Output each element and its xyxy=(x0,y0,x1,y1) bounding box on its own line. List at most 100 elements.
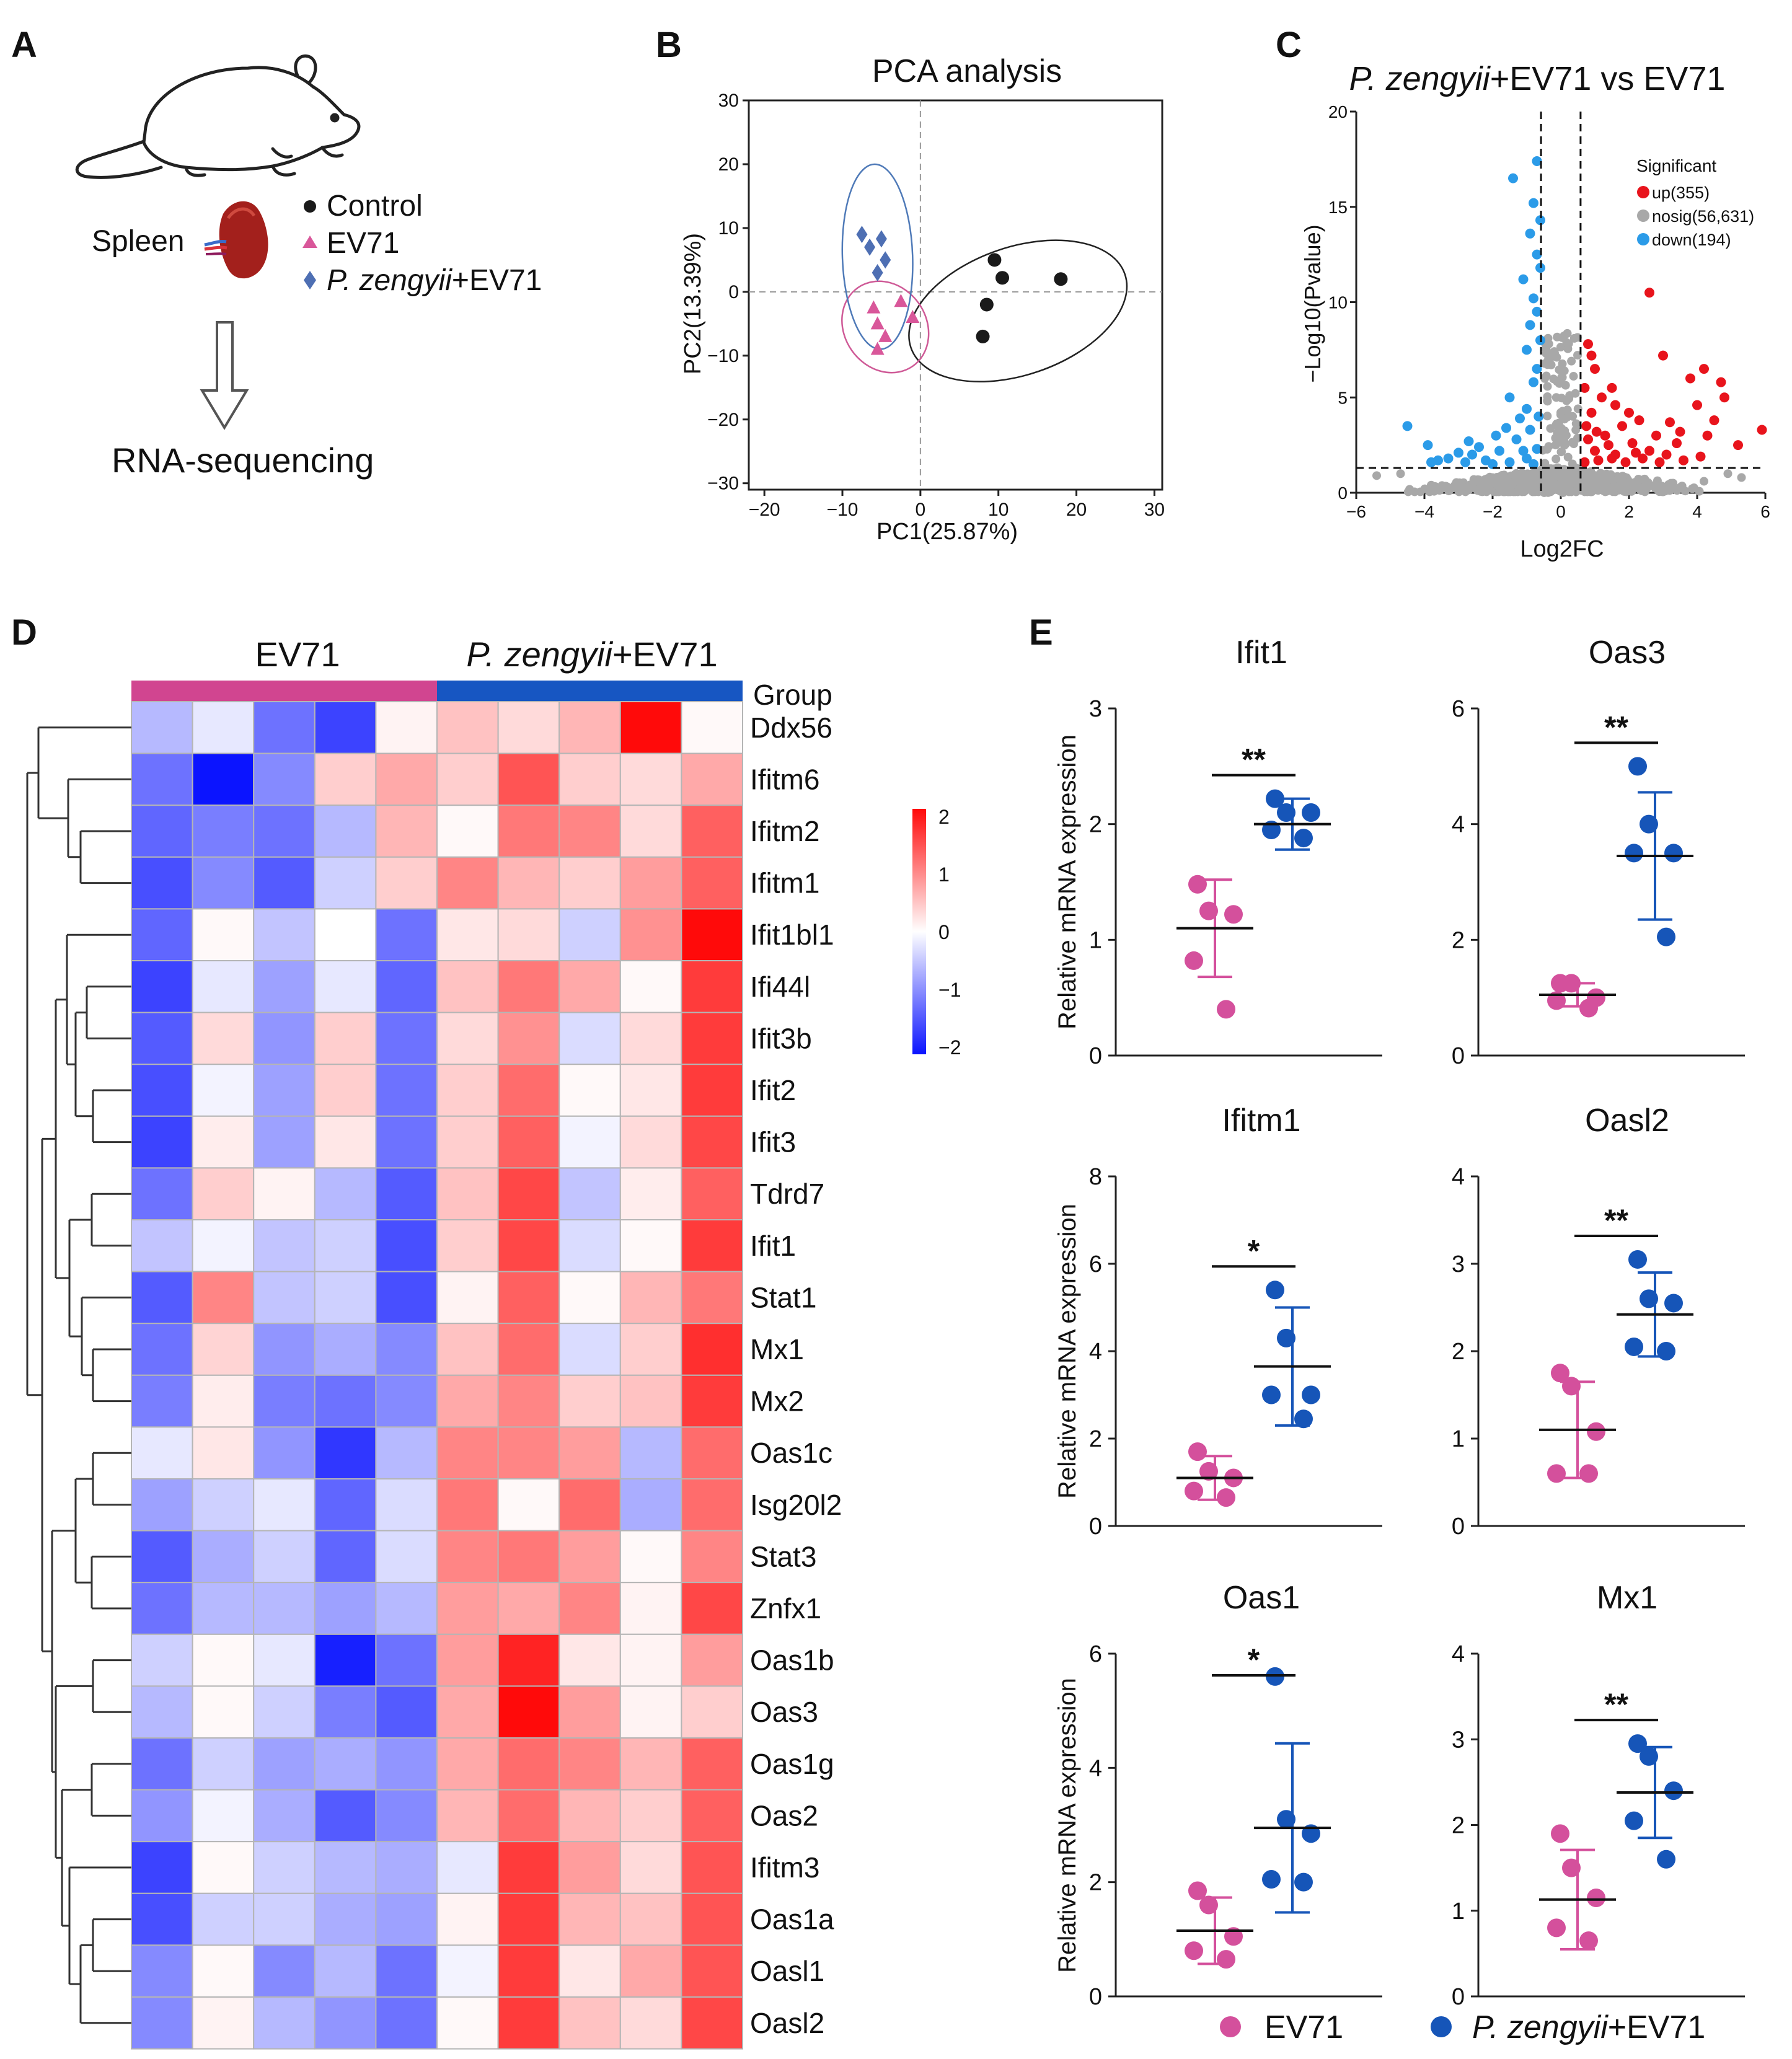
colorbar-tick-label: −2 xyxy=(938,1036,961,1059)
dot-plot-point-ev71 xyxy=(1224,905,1243,924)
heatmap-cell xyxy=(497,1323,560,1376)
heatmap-cell xyxy=(681,1064,744,1117)
volcano-nosig-point xyxy=(1557,424,1566,433)
heatmap-cell xyxy=(436,856,499,910)
volcano-up-point xyxy=(1610,400,1620,410)
pca-point-pz xyxy=(875,230,887,248)
heatmap-cell xyxy=(314,1167,377,1221)
pca-title: PCA analysis xyxy=(872,53,1062,89)
volcano-nosig-point xyxy=(1571,425,1581,434)
heatmap-cell xyxy=(131,1841,193,1894)
volcano-down-point xyxy=(1532,306,1542,317)
dot-plot-point-ev71 xyxy=(1579,1931,1598,1951)
heatmap-cell xyxy=(436,1219,499,1272)
heatmap-cell xyxy=(131,1478,193,1532)
heatmap-cell xyxy=(436,908,499,962)
dot-plot-point-pz xyxy=(1640,1289,1658,1308)
dot-plot-ytick-label: 3 xyxy=(1089,696,1102,722)
heatmap-cell xyxy=(131,1374,193,1428)
heatmap-cell xyxy=(497,1944,560,1998)
volcano-nosig-point xyxy=(1513,487,1522,496)
heatmap-cell xyxy=(619,1478,682,1532)
heatmap-cell xyxy=(253,1789,316,1843)
volcano-up-point xyxy=(1597,392,1607,403)
heatmap-cell xyxy=(314,1064,377,1117)
volcano-nosig-point xyxy=(1552,353,1561,362)
heatmap-gene-label: Ifi44l xyxy=(750,971,810,1003)
heatmap-gene-label: Ddx56 xyxy=(750,712,832,744)
volcano-down-point xyxy=(1532,156,1542,166)
pca-point-ev71 xyxy=(870,316,885,330)
volcano-xlabel: Log2FC xyxy=(1520,536,1604,562)
heatmap-cell xyxy=(558,1012,621,1065)
heatmap-cell xyxy=(619,1633,682,1687)
heatmap-cell xyxy=(619,1323,682,1376)
heatmap-cell xyxy=(314,1996,377,2050)
dot-plot-point-pz xyxy=(1640,1747,1658,1766)
heatmap-cell xyxy=(436,1530,499,1584)
heatmap-cell xyxy=(192,856,255,910)
heatmap-cell xyxy=(192,960,255,1013)
heatmap-cell xyxy=(253,1012,316,1065)
heatmap-cell xyxy=(314,1944,377,1998)
volcano-nosig-point xyxy=(1480,476,1489,485)
volcano-up-point xyxy=(1593,455,1604,465)
volcano-nosig-point xyxy=(1589,474,1599,483)
volcano-nosig-point xyxy=(1638,485,1648,495)
dot-plot-point-pz xyxy=(1657,1342,1675,1360)
heatmap-cell xyxy=(558,1633,621,1687)
dot-plot-point-ev71 xyxy=(1185,1481,1203,1501)
heatmap-cell xyxy=(192,1841,255,1894)
volcano-nosig-point xyxy=(1540,459,1550,468)
heatmap-cell xyxy=(436,701,499,754)
legend-pz-label-italic: P. zengyii xyxy=(1472,2009,1609,2045)
heatmap-cell xyxy=(681,1374,744,1428)
heatmap-cell xyxy=(558,1374,621,1428)
heatmap-cell xyxy=(436,1685,499,1739)
heatmap-cell xyxy=(253,1064,316,1117)
volcano-nosig-point xyxy=(1494,478,1503,488)
heatmap-cell xyxy=(681,1944,744,1998)
volcano-nosig-point xyxy=(1544,355,1553,364)
panel-a: A Spleen Control EV71 P. zengyii+EV71 xyxy=(11,25,542,480)
pca-xtick-label: 20 xyxy=(1066,500,1087,520)
heatmap-cell xyxy=(436,1064,499,1117)
volcano-nosig-point xyxy=(1560,434,1569,444)
dot-plot-point-ev71 xyxy=(1562,974,1581,993)
heatmap-cell xyxy=(436,960,499,1013)
volcano-xtick-label: 4 xyxy=(1692,502,1702,521)
pca-ytick-label: 0 xyxy=(728,282,739,302)
heatmap-gene-label: Oasl1 xyxy=(750,1955,824,1987)
legend-pz-label-rest: +EV71 xyxy=(1608,2009,1706,2045)
heatmap-cell xyxy=(681,1012,744,1065)
heatmap-cell xyxy=(436,1892,499,1946)
volcano-down-point xyxy=(1423,440,1433,451)
dot-plot-point-pz xyxy=(1294,1872,1313,1892)
heatmap-cell xyxy=(375,1737,438,1791)
heatmap-cell xyxy=(558,1944,621,1998)
volcano-up-point xyxy=(1590,364,1600,374)
volcano-up-point xyxy=(1579,457,1590,467)
heatmap-cell xyxy=(253,1426,316,1479)
pca-point-ev71 xyxy=(906,310,920,324)
legend-pz-rest: +EV71 xyxy=(452,264,542,297)
volcano-nosig-point xyxy=(1563,328,1572,338)
dot-plot-ytick-label: 2 xyxy=(1452,1339,1465,1365)
dot-plot-ytick-label: 4 xyxy=(1452,1641,1465,1667)
heatmap-cell xyxy=(497,1115,560,1169)
heatmap-cell xyxy=(192,1271,255,1325)
heatmap-group-pz: P. zengyii+EV71 xyxy=(466,635,717,674)
volcano-nosig-point xyxy=(1571,464,1581,473)
heatmap-cell xyxy=(131,856,193,910)
dot-plot-ytick-label: 0 xyxy=(1089,1043,1102,1069)
volcano-nosig-point xyxy=(1563,344,1573,353)
heatmap-cell xyxy=(619,1841,682,1894)
dot-plot-ytick-label: 8 xyxy=(1089,1164,1102,1190)
volcano-nosig-point xyxy=(1525,481,1534,490)
volcano-down-point xyxy=(1443,453,1454,464)
dot-plot-ytick-label: 0 xyxy=(1089,1514,1102,1540)
volcano-nosig-point xyxy=(1543,333,1553,343)
